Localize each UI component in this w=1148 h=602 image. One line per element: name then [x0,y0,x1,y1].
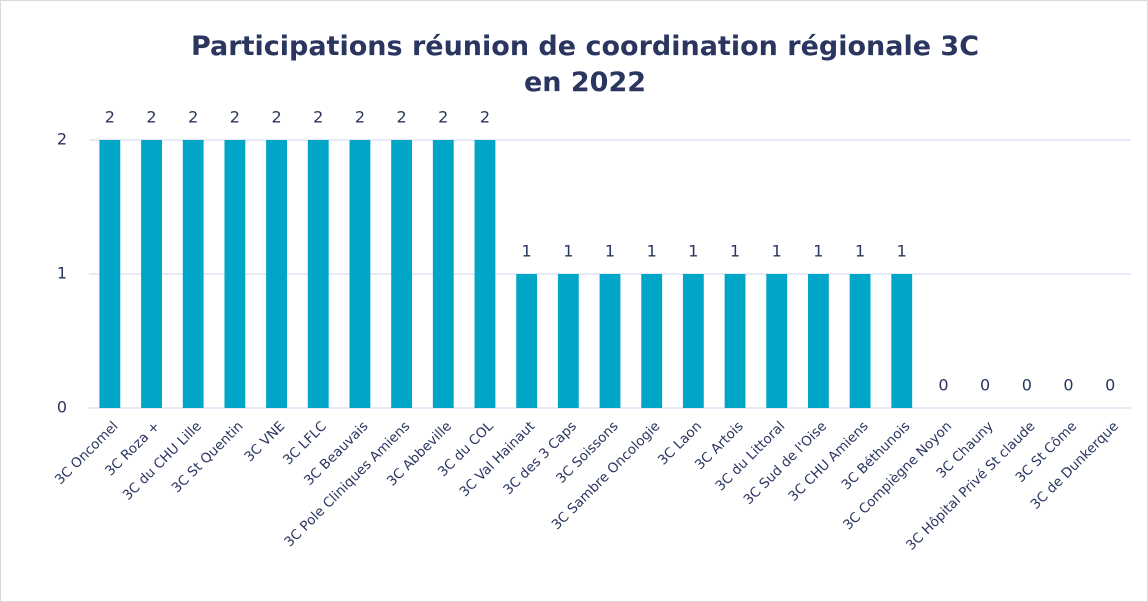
x-tick-label: 3C St Quentin [169,418,247,496]
data-label: 2 [313,108,323,127]
bar [766,274,788,408]
data-label: 0 [1105,376,1115,395]
bar [891,274,913,408]
data-label: 2 [355,108,365,127]
chart-title: Participations réunion de coordination r… [190,31,980,98]
data-label: 1 [605,242,615,261]
bar [557,274,579,408]
data-label: 2 [188,108,198,127]
data-label: 2 [105,108,115,127]
bar [99,140,121,408]
data-label: 1 [688,242,698,261]
data-label: 2 [397,108,407,127]
bar [682,274,704,408]
data-label: 1 [855,242,865,261]
bar [224,140,246,408]
data-label: 0 [1063,376,1073,395]
data-label: 2 [230,108,240,127]
bar [182,140,204,408]
data-label: 1 [772,242,782,261]
bar [599,274,621,408]
data-label: 1 [647,242,657,261]
data-label: 0 [980,376,990,395]
bar [432,140,454,408]
bar [641,274,663,408]
data-label: 1 [730,242,740,261]
data-label: 0 [938,376,948,395]
bar [516,274,538,408]
bar [141,140,162,408]
bar [349,140,371,408]
bar [391,140,413,408]
bar [474,140,496,408]
bar [266,140,287,408]
bar [807,274,829,408]
data-label: 0 [1022,376,1032,395]
data-label: 2 [438,108,448,127]
x-tick-label: 3C Val Hainaut [457,418,539,500]
y-tick-label: 1 [57,264,67,283]
data-label: 1 [813,242,823,261]
y-tick-label: 2 [57,130,67,149]
y-tick-label: 0 [57,398,67,417]
data-label: 1 [522,242,532,261]
bar [849,274,871,408]
x-tick-label: 3C des 3 Caps [500,418,580,498]
data-label: 2 [480,108,490,127]
data-label: 1 [563,242,573,261]
data-label: 2 [271,108,281,127]
data-label: 1 [897,242,907,261]
bar [307,140,329,408]
data-label: 2 [146,108,156,127]
bar [724,274,746,408]
